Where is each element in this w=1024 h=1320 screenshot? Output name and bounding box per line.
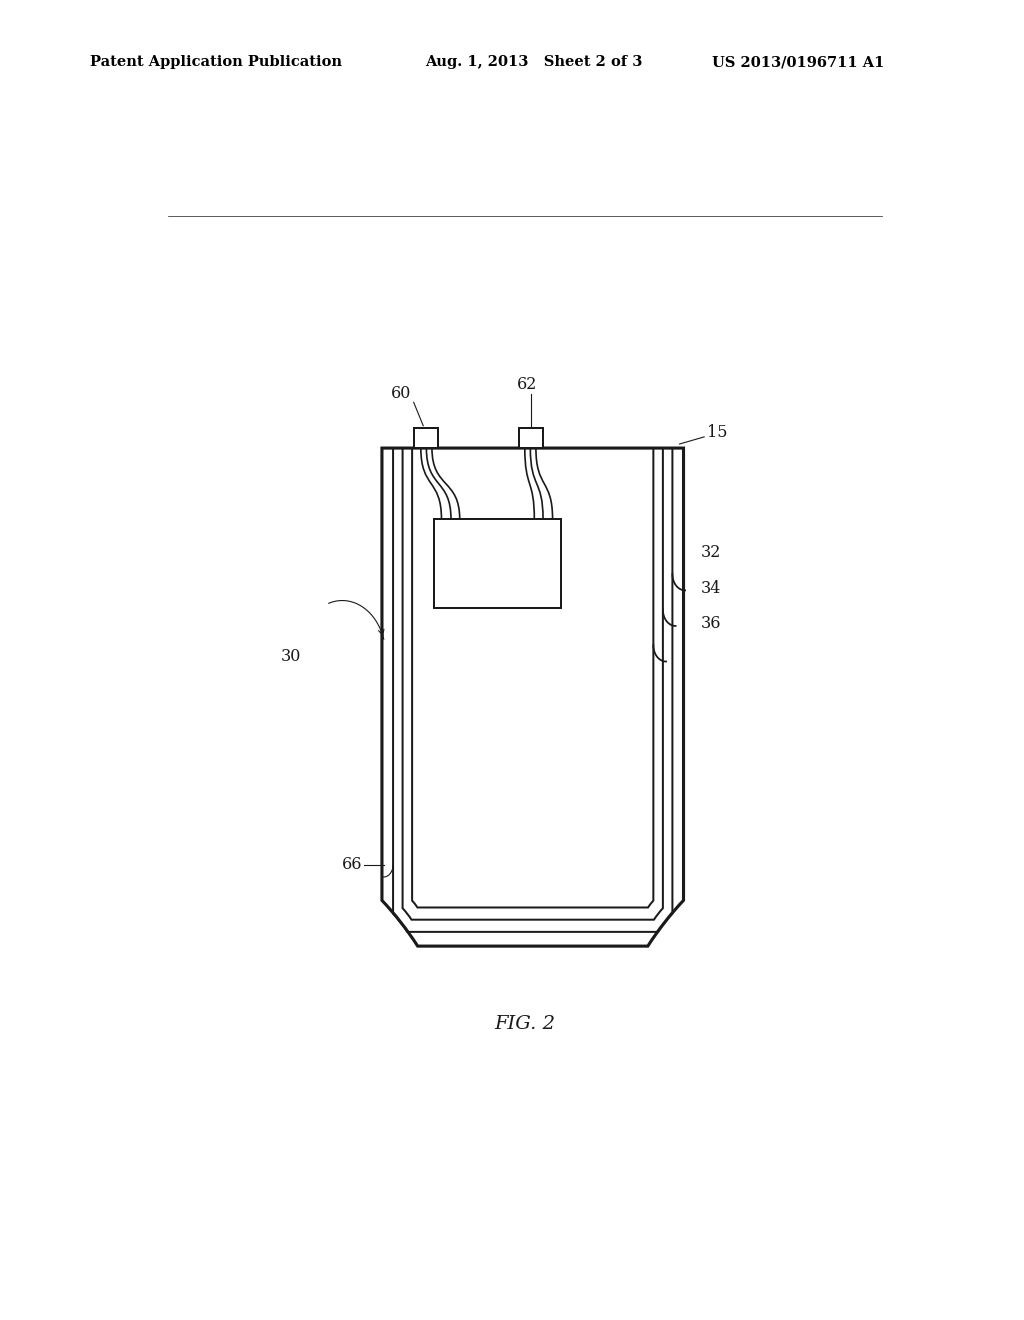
Text: 62: 62 (517, 376, 538, 393)
Text: FIG. 2: FIG. 2 (495, 1015, 555, 1034)
Text: Aug. 1, 2013   Sheet 2 of 3: Aug. 1, 2013 Sheet 2 of 3 (425, 55, 642, 70)
Text: 34: 34 (701, 579, 721, 597)
Text: 30: 30 (281, 648, 301, 665)
Text: US 2013/0196711 A1: US 2013/0196711 A1 (712, 55, 884, 70)
Text: 60: 60 (391, 385, 412, 403)
Text: 66: 66 (342, 857, 362, 874)
Text: 32: 32 (701, 544, 721, 561)
PathPatch shape (382, 447, 684, 946)
Bar (433, 519, 560, 607)
Bar (433, 519, 560, 607)
Bar (519, 428, 543, 447)
Text: Patent Application Publication: Patent Application Publication (90, 55, 342, 70)
Bar (414, 428, 437, 447)
Bar (432, 519, 562, 607)
Text: 15: 15 (708, 424, 728, 441)
Text: 36: 36 (701, 615, 722, 632)
